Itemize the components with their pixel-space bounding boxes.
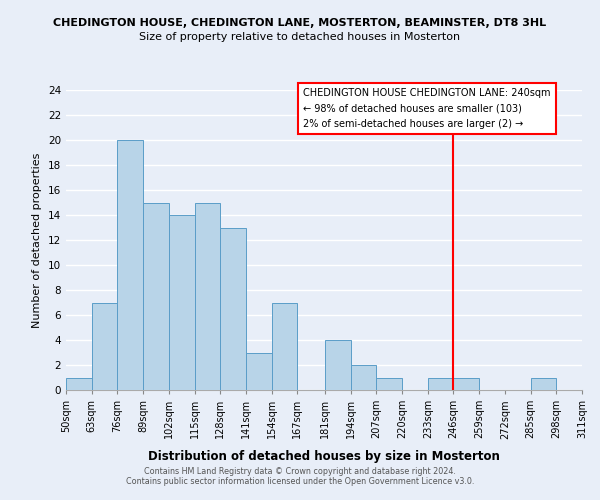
- Bar: [530, 378, 556, 390]
- Bar: [118, 140, 143, 390]
- Bar: [220, 228, 246, 390]
- Bar: [66, 378, 92, 390]
- Bar: [143, 202, 169, 390]
- Text: CHEDINGTON HOUSE CHEDINGTON LANE: 240sqm
← 98% of detached houses are smaller (1: CHEDINGTON HOUSE CHEDINGTON LANE: 240sqm…: [303, 88, 551, 128]
- Text: Contains public sector information licensed under the Open Government Licence v3: Contains public sector information licen…: [126, 477, 474, 486]
- Bar: [454, 378, 479, 390]
- X-axis label: Distribution of detached houses by size in Mosterton: Distribution of detached houses by size …: [148, 450, 500, 462]
- Bar: [582, 378, 600, 390]
- Bar: [194, 202, 220, 390]
- Bar: [325, 340, 350, 390]
- Text: Contains HM Land Registry data © Crown copyright and database right 2024.: Contains HM Land Registry data © Crown c…: [144, 467, 456, 476]
- Bar: [169, 215, 194, 390]
- Y-axis label: Number of detached properties: Number of detached properties: [32, 152, 43, 328]
- Bar: [376, 378, 402, 390]
- Text: CHEDINGTON HOUSE, CHEDINGTON LANE, MOSTERTON, BEAMINSTER, DT8 3HL: CHEDINGTON HOUSE, CHEDINGTON LANE, MOSTE…: [53, 18, 547, 28]
- Bar: [272, 302, 298, 390]
- Bar: [428, 378, 454, 390]
- Text: Size of property relative to detached houses in Mosterton: Size of property relative to detached ho…: [139, 32, 461, 42]
- Bar: [92, 302, 118, 390]
- Bar: [246, 352, 272, 390]
- Bar: [350, 365, 376, 390]
